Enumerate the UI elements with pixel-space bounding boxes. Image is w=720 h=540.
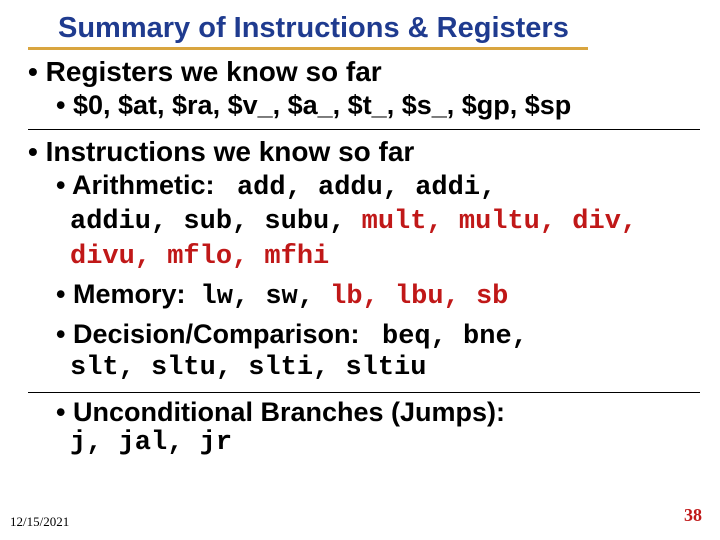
bullet-jumps: Unconditional Branches (Jumps): <box>56 397 692 428</box>
arithmetic-continuation: addiu, sub, subu, mult, multu, div, divu… <box>70 204 692 272</box>
separator-1 <box>28 129 700 130</box>
bullet-registers: Registers we know so far <box>28 56 692 88</box>
bullet-memory: Memory: lw, sw, lb, lbu, sb <box>56 279 692 313</box>
title-underline <box>28 47 588 50</box>
memory-ops-red: lb, lbu, sb <box>330 282 508 312</box>
separator-2 <box>28 392 700 393</box>
bullet-l2-prefix <box>56 170 72 200</box>
bullet-registers-list: $0, $at, $ra, $v_, $a_, $t_, $s_, $gp, $… <box>56 90 692 121</box>
memory-label: Memory: <box>73 279 186 309</box>
footer-page-number: 38 <box>684 505 702 526</box>
bullet-l2-prefix <box>56 279 73 309</box>
arithmetic-ops-1: add, addu, addi, <box>237 173 496 203</box>
decision-label: Decision/Comparison: <box>73 319 360 349</box>
memory-ops: lw, sw, <box>201 282 331 312</box>
registers-list-text: $0, $at, $ra, $v_, $a_, $t_, $s_, $gp, $… <box>73 90 571 120</box>
bullet-decision: Decision/Comparison: beq, bne, <box>56 319 692 353</box>
jumps-label: Unconditional Branches (Jumps): <box>73 397 505 427</box>
footer-date: 12/15/2021 <box>10 514 69 530</box>
bullet-l2-prefix <box>56 397 73 427</box>
arithmetic-label: Arithmetic: <box>72 170 215 200</box>
decision-ops-1: beq, bne, <box>382 322 528 352</box>
slide-title: Summary of Instructions & Registers <box>58 12 692 45</box>
bullet-l2-prefix <box>56 319 73 349</box>
decision-continuation: slt, sltu, slti, sltiu <box>70 353 692 384</box>
bullet-arithmetic: Arithmetic: add, addu, addi, <box>56 170 692 204</box>
jumps-ops: j, jal, jr <box>70 428 692 459</box>
bullet-instructions: Instructions we know so far <box>28 136 692 168</box>
bullet-l2-prefix <box>56 90 73 120</box>
arithmetic-ops-2: addiu, sub, subu, <box>70 207 362 237</box>
